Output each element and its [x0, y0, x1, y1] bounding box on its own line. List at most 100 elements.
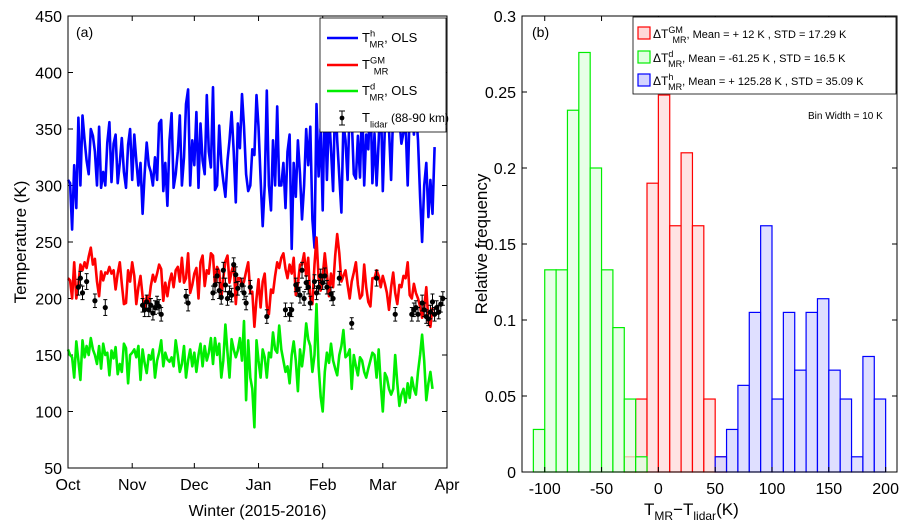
legend-label: ΔTd MR, Mean = -61.25 K , STD = 16.5 K: [653, 49, 846, 69]
histogram-bar: [544, 269, 557, 473]
y-tick-label: 0.25: [485, 85, 516, 102]
legend-label: Td MR, OLS: [362, 82, 418, 103]
histogram-bar: [578, 51, 591, 473]
x-tick-label: Apr: [435, 477, 461, 494]
histogram-bar: [612, 327, 625, 473]
legend: ΔTGM MR, Mean = + 12 K , STD = 17.29 K ΔTd…: [632, 16, 897, 95]
lidar-point: [146, 307, 152, 313]
histogram-bar: [657, 94, 671, 473]
lidar-points: [75, 257, 446, 330]
x-tick-label: 200: [872, 481, 899, 498]
lidar-point: [409, 311, 415, 317]
lidar-point: [185, 300, 191, 306]
x-tick-label: 100: [759, 481, 786, 498]
histogram-bar: [873, 398, 887, 473]
histogram-bar: [782, 311, 796, 473]
annotation: Bin Width = 10 K: [808, 111, 883, 122]
lidar-point: [415, 311, 421, 317]
histogram-bar: [555, 269, 569, 473]
legend-label: ΔTh MR, Mean = + 125.28 K , STD = 35.09 K: [653, 72, 864, 92]
lidar-point: [301, 295, 307, 302]
lidar-point: [218, 294, 224, 300]
lidar-point: [429, 299, 436, 305]
lidar-point: [336, 275, 342, 281]
lidar-point: [303, 280, 309, 286]
histogram-bar: [794, 369, 807, 473]
lidar-point: [315, 284, 322, 290]
axes-frame: [67, 15, 448, 469]
x-tick-label: Jan: [246, 477, 272, 494]
lidar-point: [77, 275, 84, 281]
y-tick-label: 400: [35, 66, 62, 83]
lidar-point: [324, 284, 330, 290]
series-line: [66, 302, 434, 429]
y-tick-label: 0.05: [485, 389, 516, 406]
lidar-point: [287, 311, 293, 317]
histogram-bar: [703, 398, 716, 473]
legend-box: [632, 16, 897, 95]
y-tick-label: 0.15: [485, 237, 516, 254]
y-tick-label: 0: [507, 465, 516, 482]
y-tick-label: 0.2: [494, 161, 516, 178]
lidar-point: [212, 282, 218, 288]
lidar-point: [289, 307, 295, 313]
y-tick-label: 100: [35, 405, 62, 422]
lidar-point: [75, 284, 81, 290]
histogram-bar: [748, 311, 762, 473]
lidar-point: [247, 284, 253, 290]
legend-swatch: [637, 26, 651, 40]
x-tick-label: -100: [529, 481, 561, 498]
lidar-point: [295, 286, 301, 293]
panel-a-chart: 50 100 150 200 250 300 350 400 450 Oct Nov Dec Jan Fe…: [11, 9, 460, 520]
legend-swatch: [637, 73, 651, 87]
legend-box: [319, 17, 447, 133]
legend-label: ΔTGM MR, Mean = + 12 K , STD = 17.29 K: [653, 25, 847, 45]
histogram-bar: [589, 167, 603, 473]
series-line: [66, 82, 436, 251]
lidar-point: [92, 298, 98, 304]
lidar-point: [440, 295, 446, 302]
histogram-bar: [646, 182, 659, 473]
lidar-point: [264, 313, 270, 320]
histogram-bar: [691, 225, 705, 473]
lidar-point: [330, 295, 336, 302]
histogram-bar: [714, 456, 728, 473]
lidar-point: [158, 311, 164, 317]
legend-swatch: [339, 115, 345, 121]
lidar-point: [373, 275, 380, 281]
histogram-bar: [566, 109, 580, 473]
histogram-bar: [725, 428, 739, 473]
panel-b-histogram: 0 0.05 0.1 0.15 0.2 0.25 0.3 -100 -50 0 50 100 150 20…: [472, 9, 899, 523]
lidar-point: [139, 302, 146, 308]
legend-label: TGM MR: [362, 56, 389, 77]
histogram-bar: [850, 456, 864, 473]
axes-frame: [521, 15, 898, 473]
histogram-bar: [839, 398, 853, 473]
lidar-point: [84, 278, 90, 285]
lidar-point: [241, 290, 247, 296]
lidar-point: [293, 282, 299, 288]
y-tick-label: 150: [35, 348, 62, 365]
lidar-point: [392, 311, 398, 317]
lidar-point: [231, 261, 237, 268]
panel-label: (b): [532, 24, 549, 40]
lidar-point: [307, 300, 313, 306]
lidar-point: [214, 273, 220, 279]
legend-label: Tlidar (88-90 km): [362, 110, 449, 129]
x-tick-label: Oct: [56, 477, 81, 494]
histogram-bar: [805, 311, 819, 473]
histogram-bar: [737, 384, 750, 473]
panel-label: (a): [76, 24, 93, 40]
histogram-bar: [600, 269, 614, 473]
lidar-point: [299, 267, 305, 273]
lidar-point: [220, 267, 226, 273]
lidar-point: [311, 278, 318, 285]
y-axis-label: Relative frequency: [472, 173, 491, 314]
x-axis-label: Winter (2015-2016): [189, 503, 327, 520]
x-tick-label: Mar: [369, 477, 397, 494]
lidar-point: [222, 282, 228, 288]
x-tick-label: 150: [815, 481, 842, 498]
lidar-point: [322, 273, 328, 279]
lidar-point: [235, 285, 241, 291]
lidar-point: [152, 304, 158, 311]
